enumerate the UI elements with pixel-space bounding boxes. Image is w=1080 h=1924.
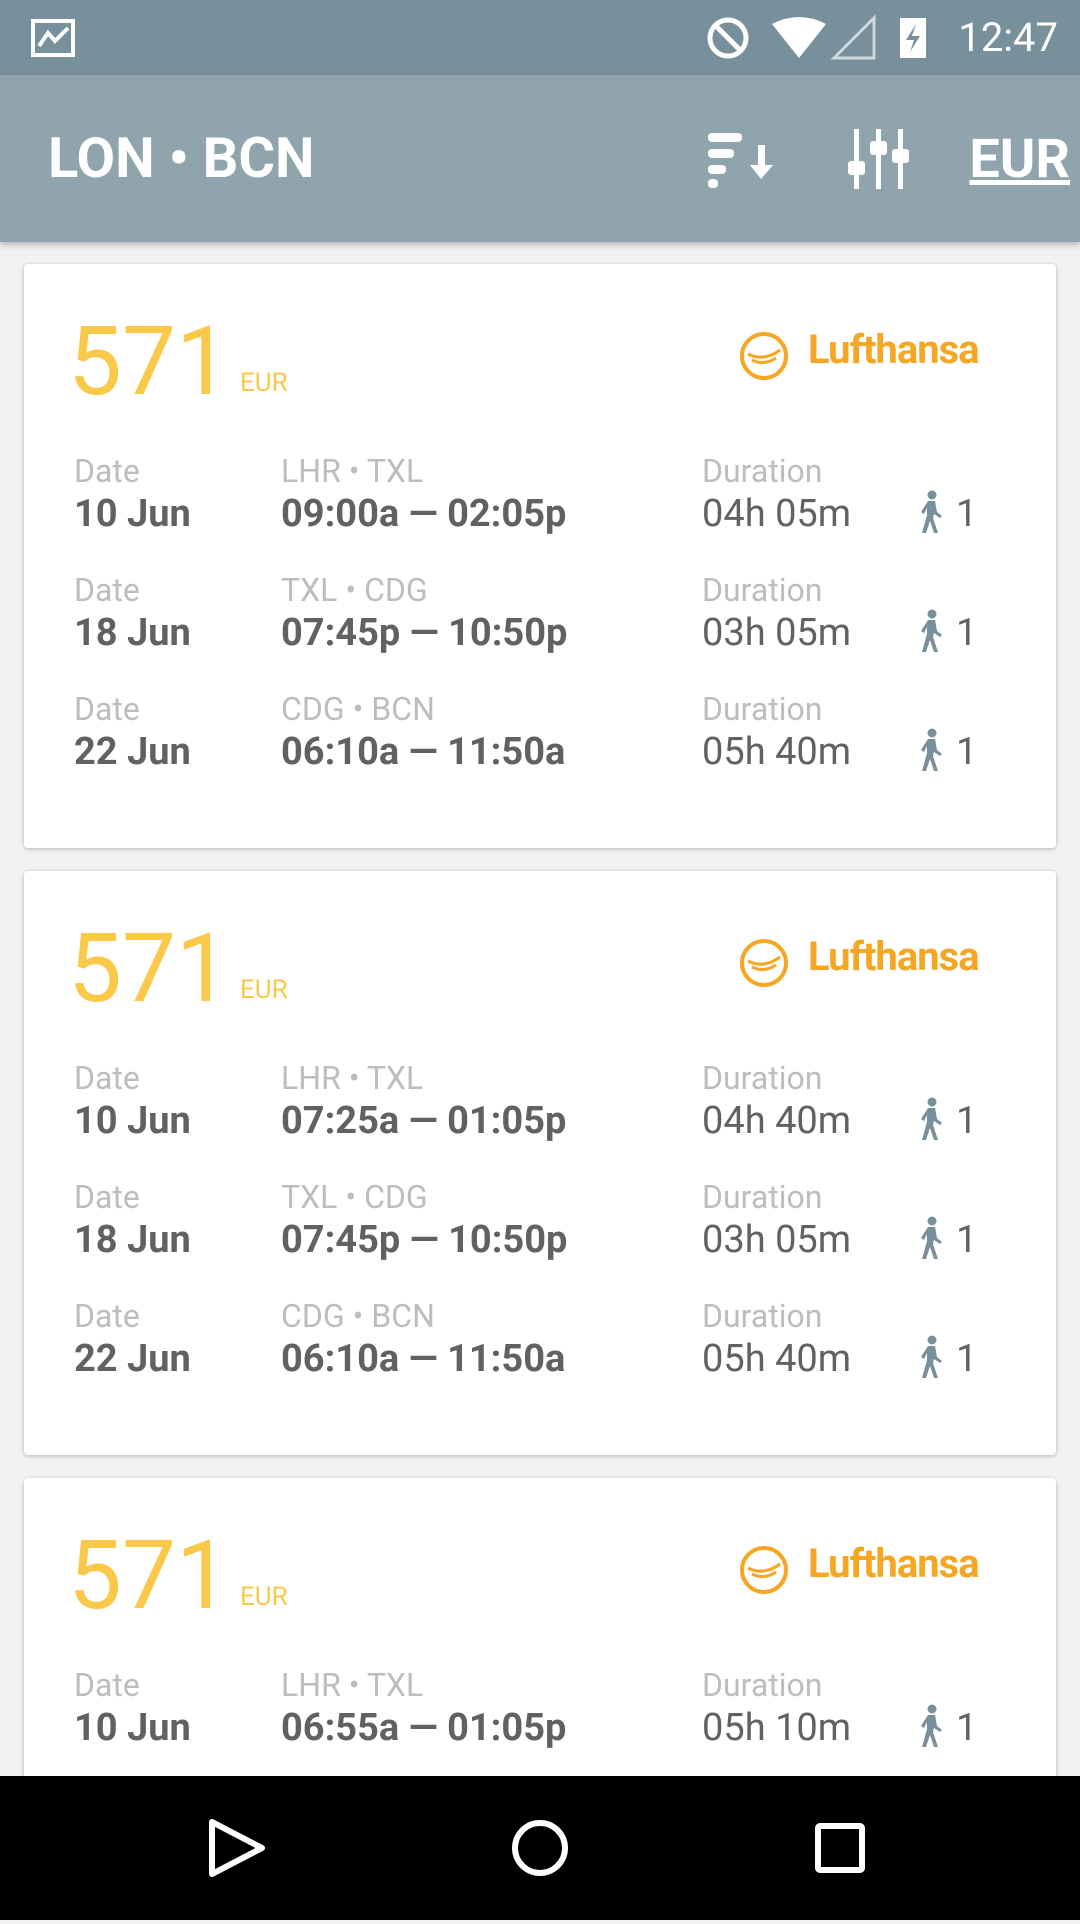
times: 07:45p — 10:50p [281,1218,568,1262]
date-label: Date [74,452,140,490]
route: LHR • TXL [281,1666,424,1704]
stops: 1 [956,1337,978,1381]
status-bar: 12:47 [0,0,1080,75]
stops-icon [918,1097,944,1145]
duration: 04h 40m [702,1099,852,1143]
price: 571 [68,1520,230,1632]
price: 571 [68,913,230,1025]
date: 18 Jun [74,611,191,655]
date: 22 Jun [74,730,191,774]
date: 10 Jun [74,1099,191,1143]
duration-label: Duration [702,571,823,609]
stops-icon [918,1335,944,1383]
stops: 1 [956,1706,978,1750]
date: 22 Jun [74,1337,191,1381]
airline-name: Lufthansa [808,1540,980,1587]
times: 06:55a — 01:05p [281,1706,567,1750]
notification-icon [31,19,75,57]
stops: 1 [956,611,978,655]
stops: 1 [956,1099,978,1143]
duration-label: Duration [702,1178,823,1216]
route: TXL • CDG [281,571,428,609]
price-currency: EUR [240,975,288,1005]
price: 571 [68,306,230,418]
route: CDG • BCN [281,1297,435,1335]
times: 07:45p — 10:50p [281,611,568,655]
results-list: 571 EUR Lufthansa Date 10 Jun LHR • TXL 09:00a… [0,242,1080,1776]
flight-card[interactable]: 571 EUR Lufthansa Date 10 Jun LHR • TXL 07:25a… [24,871,1056,1455]
recents-button[interactable] [815,1823,865,1873]
date-label: Date [74,690,140,728]
sort-button[interactable] [704,127,776,191]
currency-button[interactable]: EUR [969,128,1070,191]
back-button[interactable] [209,1819,265,1877]
filter-button[interactable] [846,127,912,191]
route: LHR • TXL [281,1059,424,1097]
airline-logo [740,939,788,987]
date: 10 Jun [74,492,191,536]
times: 06:10a — 11:50a [281,730,566,774]
airline-logo [740,1546,788,1594]
date: 10 Jun [74,1706,191,1750]
route: LHR • TXL [281,452,424,490]
duration-label: Duration [702,452,823,490]
price-currency: EUR [240,368,288,398]
nav-bar [0,1776,1080,1920]
date-label: Date [74,1059,140,1097]
duration-label: Duration [702,1059,823,1097]
toolbar: LON • BCN EUR [0,75,1080,242]
stops: 1 [956,1218,978,1262]
flight-card[interactable]: 571 EUR Lufthansa Date 10 Jun LHR • TXL 06:55a… [24,1478,1056,1776]
price-currency: EUR [240,1582,288,1612]
stops-icon [918,1704,944,1752]
route: TXL • CDG [281,1178,428,1216]
duration-label: Duration [702,1297,823,1335]
date-label: Date [74,571,140,609]
stops-icon [918,490,944,538]
status-icons [707,14,926,60]
times: 06:10a — 11:50a [281,1337,566,1381]
date-label: Date [74,1178,140,1216]
duration: 04h 05m [702,492,852,536]
stops: 1 [956,492,978,536]
times: 07:25a — 01:05p [281,1099,567,1143]
flight-card[interactable]: 571 EUR Lufthansa Date 10 Jun LHR • TXL 09:00a… [24,264,1056,848]
route-title: LON • BCN [48,125,315,191]
duration: 05h 40m [702,1337,852,1381]
stops-icon [918,1216,944,1264]
duration: 03h 05m [702,611,852,655]
duration-label: Duration [702,1666,823,1704]
date-label: Date [74,1666,140,1704]
duration-label: Duration [702,690,823,728]
stops-icon [918,609,944,657]
date: 18 Jun [74,1218,191,1262]
stops: 1 [956,730,978,774]
airline-name: Lufthansa [808,933,980,980]
airline-name: Lufthansa [808,326,980,373]
stops-icon [918,728,944,776]
times: 09:00a — 02:05p [281,492,567,536]
duration: 03h 05m [702,1218,852,1262]
home-button[interactable] [512,1820,568,1876]
clock: 12:47 [958,14,1058,61]
route: CDG • BCN [281,690,435,728]
nav-buttons [209,1819,865,1877]
duration: 05h 10m [702,1706,852,1750]
airline-logo [740,332,788,380]
duration: 05h 40m [702,730,852,774]
date-label: Date [74,1297,140,1335]
